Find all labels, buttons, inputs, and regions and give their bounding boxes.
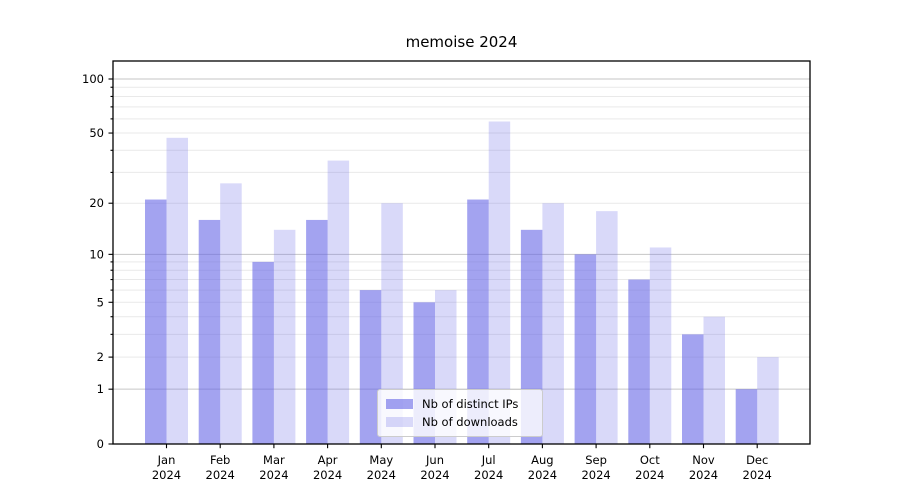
y-tick-label: 1 (97, 382, 104, 396)
bar (574, 254, 597, 444)
bar (306, 219, 328, 444)
legend-swatch-distinct-ips (386, 399, 413, 409)
x-tick-label-month: Oct (640, 453, 660, 467)
x-tick-label-year: 2024 (152, 468, 181, 482)
x-tick-labels: Jan2024Feb2024Mar2024Apr2024May2024Jun20… (152, 453, 772, 482)
x-tick-label-month: Feb (210, 453, 230, 467)
legend-label-downloads: Nb of downloads (422, 415, 518, 429)
x-tick-label-year: 2024 (367, 468, 396, 482)
y-tick-marks (108, 78, 113, 445)
x-tick-label-year: 2024 (420, 468, 449, 482)
x-tick-label-year: 2024 (474, 468, 503, 482)
x-tick-label-month: Jan (157, 453, 176, 467)
x-tick-label-year: 2024 (635, 468, 664, 482)
bar (220, 183, 242, 444)
bar (252, 261, 274, 444)
y-tick-label: 0 (97, 437, 104, 451)
bar (166, 137, 188, 444)
x-tick-label-year: 2024 (689, 468, 718, 482)
y-tick-label: 10 (89, 247, 104, 261)
bar (359, 290, 382, 444)
x-tick-label-year: 2024 (313, 468, 342, 482)
bar (542, 203, 564, 444)
bar (596, 211, 618, 444)
bar (682, 334, 704, 444)
y-tick-label: 2 (97, 350, 104, 364)
y-minor-gridlines (113, 86, 810, 335)
bar (628, 279, 650, 444)
bar (735, 389, 758, 444)
x-tick-label-month: Aug (531, 453, 553, 467)
bar (467, 199, 489, 444)
bar (198, 219, 221, 444)
bar (145, 199, 167, 444)
x-tick-label-month: Nov (692, 453, 715, 467)
legend-label-distinct-ips: Nb of distinct IPs (422, 397, 519, 411)
axis-frame (112, 60, 811, 445)
bar (703, 316, 725, 444)
x-tick-label-year: 2024 (259, 468, 288, 482)
chart-title: memoise 2024 (405, 33, 518, 51)
x-tick-label-year: 2024 (528, 468, 557, 482)
x-tick-label-month: Jun (425, 453, 444, 467)
x-tick-label-year: 2024 (206, 468, 235, 482)
y-tick-label: 100 (82, 72, 104, 86)
legend-item-distinct-ips: Nb of distinct IPs (386, 395, 534, 413)
bar (649, 247, 672, 444)
x-tick-label-month: May (369, 453, 393, 467)
bar (327, 160, 350, 444)
legend: Nb of distinct IPs Nb of downloads (377, 389, 543, 437)
bar (757, 357, 779, 444)
y-tick-labels: 0 1 2 5 10 20 50 100 (82, 72, 104, 451)
y-tick-label: 50 (89, 126, 104, 140)
x-tick-marks (165, 444, 758, 449)
x-tick-label-year: 2024 (743, 468, 772, 482)
x-tick-label-month: Sep (585, 453, 607, 467)
x-tick-label-month: Jul (481, 453, 496, 467)
bar (488, 121, 511, 444)
y-tick-label: 5 (97, 295, 104, 309)
x-tick-label-month: Apr (318, 453, 338, 467)
bar (381, 203, 403, 444)
x-tick-label-month: Mar (263, 453, 285, 467)
x-tick-label-year: 2024 (581, 468, 610, 482)
y-tick-label: 20 (89, 196, 104, 210)
legend-item-downloads: Nb of downloads (386, 413, 534, 431)
bar (273, 229, 296, 444)
x-tick-label-month: Dec (746, 453, 768, 467)
legend-swatch-downloads (386, 417, 413, 427)
